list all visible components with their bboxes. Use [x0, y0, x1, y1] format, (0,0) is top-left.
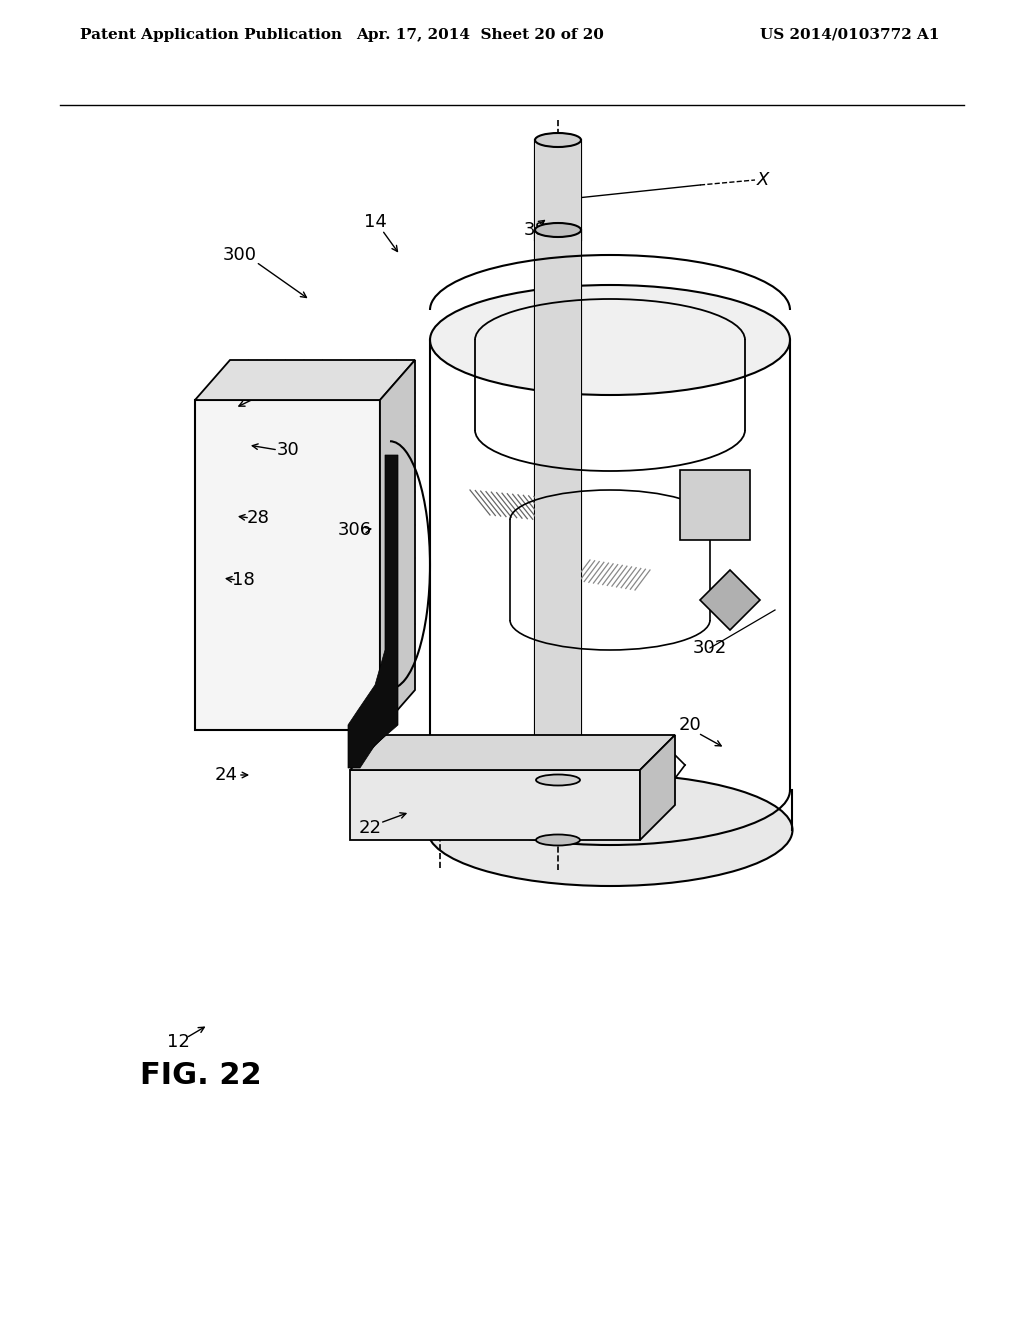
Text: US 2014/0103772 A1: US 2014/0103772 A1: [761, 28, 940, 42]
Text: 22: 22: [358, 818, 382, 837]
Text: 20: 20: [679, 715, 701, 734]
Text: 12: 12: [167, 1034, 189, 1051]
Text: Patent Application Publication: Patent Application Publication: [80, 28, 342, 42]
Polygon shape: [195, 400, 380, 730]
Text: 18: 18: [231, 572, 254, 589]
Text: 306: 306: [338, 521, 372, 539]
Polygon shape: [640, 735, 675, 840]
Polygon shape: [700, 570, 760, 630]
Polygon shape: [195, 360, 415, 400]
Text: 300: 300: [223, 246, 257, 264]
Polygon shape: [380, 360, 415, 730]
Text: Apr. 17, 2014  Sheet 20 of 20: Apr. 17, 2014 Sheet 20 of 20: [356, 28, 604, 42]
Text: 14: 14: [364, 213, 386, 231]
Polygon shape: [535, 230, 581, 820]
Text: FIG. 22: FIG. 22: [140, 1060, 261, 1089]
Text: 38: 38: [523, 220, 547, 239]
Ellipse shape: [430, 285, 790, 395]
Ellipse shape: [536, 775, 580, 785]
Polygon shape: [348, 455, 398, 768]
Ellipse shape: [427, 774, 793, 886]
Ellipse shape: [535, 223, 581, 238]
Text: 16: 16: [263, 376, 287, 393]
Ellipse shape: [535, 133, 581, 147]
Text: X: X: [757, 172, 769, 189]
Text: 302: 302: [693, 639, 727, 657]
Polygon shape: [535, 140, 581, 240]
Text: 28: 28: [247, 510, 269, 527]
Text: 24: 24: [214, 766, 238, 784]
Polygon shape: [350, 770, 640, 840]
Text: 30: 30: [276, 441, 299, 459]
Ellipse shape: [536, 834, 580, 846]
Polygon shape: [680, 470, 750, 540]
Polygon shape: [350, 735, 675, 770]
